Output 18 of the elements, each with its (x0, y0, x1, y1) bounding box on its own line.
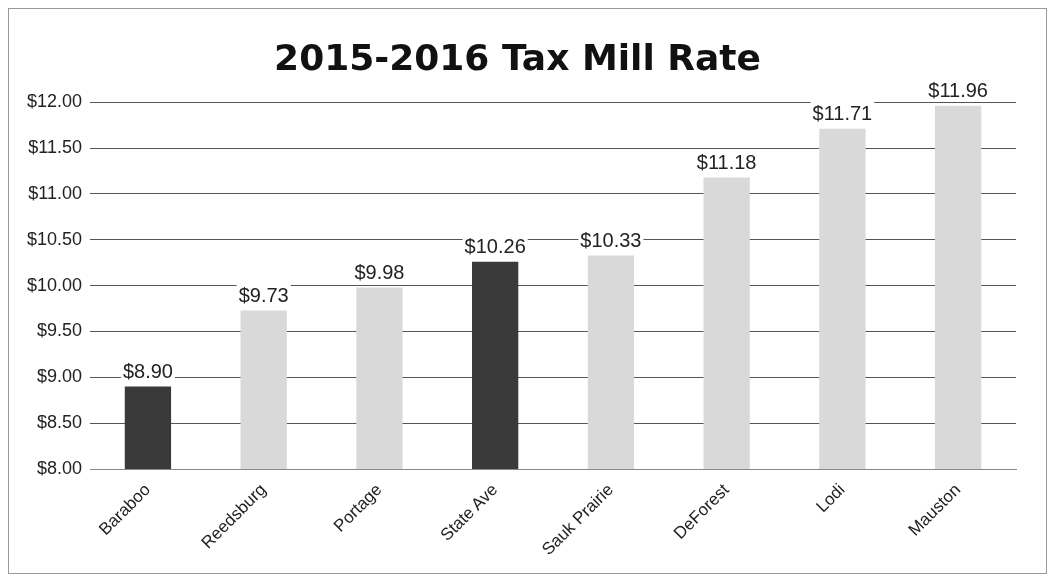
data-label: $11.96 (928, 79, 988, 102)
y-tick-label: $9.00 (37, 366, 83, 387)
y-tick-label: $8.00 (37, 458, 83, 479)
data-label: $10.26 (464, 235, 526, 258)
y-tick-label: $11.00 (28, 182, 83, 203)
y-tick-label: $9.50 (37, 320, 83, 341)
data-label: $8.90 (122, 360, 173, 383)
data-label: $9.98 (354, 261, 405, 283)
y-tick-label: $12.00 (26, 91, 83, 112)
chart-title: 2015-2016 Tax Mill Rate (274, 36, 761, 78)
y-tick-label: $8.50 (37, 412, 83, 433)
data-label: $10.33 (580, 228, 642, 251)
data-label: $11.71 (812, 102, 873, 125)
y-tick-label: $10.00 (26, 274, 83, 295)
data-label: $11.18 (696, 150, 757, 173)
y-tick-label: $10.50 (26, 228, 83, 249)
data-label: $9.73 (238, 283, 289, 306)
y-tick-label: $11.50 (28, 137, 83, 158)
